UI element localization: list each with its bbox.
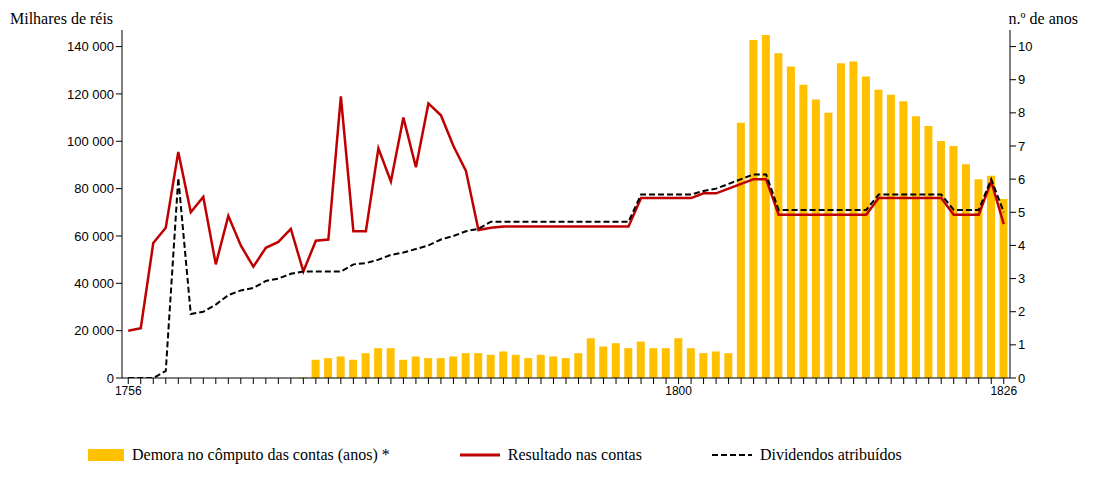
html-text:Milhares de réis: Milhares de réis — [10, 10, 114, 27]
svg-text:3: 3 — [1018, 271, 1025, 286]
svg-text:120 000: 120 000 — [67, 87, 114, 102]
svg-text:4: 4 — [1018, 238, 1025, 253]
svg-text:20 000: 20 000 — [74, 323, 114, 338]
svg-text:100 000: 100 000 — [67, 134, 114, 149]
svg-text:0: 0 — [107, 371, 114, 386]
svg-text:9: 9 — [1018, 72, 1025, 87]
html-text:Resultado nas contas: Resultado nas contas — [507, 446, 642, 463]
svg-text:1756: 1756 — [115, 384, 142, 398]
html-text:n.º de anos: n.º de anos — [1008, 10, 1078, 27]
svg-text:5: 5 — [1018, 205, 1025, 220]
svg-text:60 000: 60 000 — [74, 229, 114, 244]
svg-text:8: 8 — [1018, 105, 1025, 120]
svg-text:80 000: 80 000 — [74, 181, 114, 196]
html-text:Dividendos atribuídos: Dividendos atribuídos — [759, 446, 902, 463]
svg-text:7: 7 — [1018, 139, 1025, 154]
svg-text:40 000: 40 000 — [74, 276, 114, 291]
svg-text:1: 1 — [1018, 337, 1025, 352]
svg-text:140 000: 140 000 — [67, 39, 114, 54]
svg-text:1800: 1800 — [665, 384, 692, 398]
html-text:Demora no cômputo das contas (: Demora no cômputo das contas (anos) * — [132, 446, 390, 463]
svg-text:1826: 1826 — [990, 384, 1017, 398]
svg-text:6: 6 — [1018, 172, 1025, 187]
svg-text:0: 0 — [1018, 371, 1025, 386]
svg-text:2: 2 — [1018, 304, 1025, 319]
svg-text:10: 10 — [1018, 39, 1032, 54]
